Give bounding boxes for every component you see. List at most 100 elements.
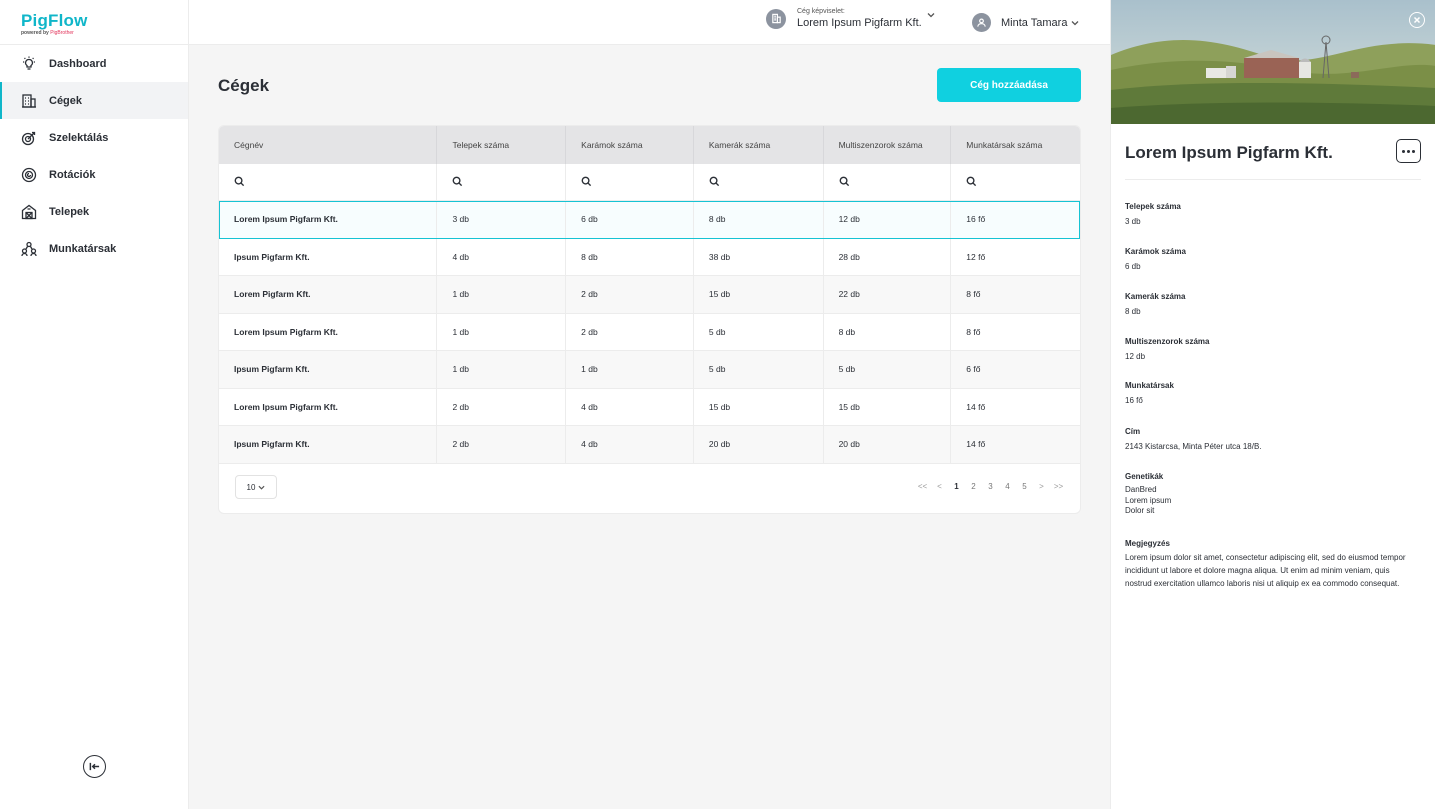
table-cell-munkatarsak: 8 fő [966, 326, 981, 337]
dot [1402, 149, 1405, 153]
page-size-select[interactable]: 10 [235, 475, 277, 499]
table-cell-cegnev: Ipsum Pigfarm Kft. [219, 351, 438, 388]
table-cell-karamok: 1 db [566, 351, 694, 388]
table-cell-munkatarsak: 6 fő [966, 364, 981, 375]
table-cell-telepek: 1 db [437, 313, 567, 350]
sidebar-item-label: Dashboard [49, 57, 107, 70]
column-header-multiszenzorok[interactable]: Multiszenzorok száma [824, 126, 952, 164]
sidebar-item-label: Munkatársak [49, 242, 117, 255]
company-selector-label: Cég képviselet: [797, 8, 845, 15]
field-kamerak: Kamerák száma 8 db [1125, 292, 1185, 317]
search-icon [234, 176, 245, 187]
table-body: Lorem Ipsum Pigfarm Kft. 3 db 6 db 8 db 12 d… [219, 201, 1080, 464]
chevron-down-icon [258, 485, 265, 490]
search-icon [453, 176, 463, 187]
add-company-button[interactable]: Cég hozzáadása [937, 68, 1081, 102]
sidebar-item-cegek[interactable]: Cégek [0, 82, 188, 119]
collapse-sidebar-button[interactable] [83, 755, 106, 778]
table-cell-kamerak: 38 db [694, 238, 824, 275]
companies-table: Cégnév Telepek száma Karámok száma Kamerák … [218, 125, 1081, 514]
table-row[interactable]: Ipsum Pigfarm Kft. 1 db 1 db 5 db 5 db 6 fő [219, 351, 1080, 389]
field-label: Genetikák [1125, 472, 1164, 481]
table-cell-munkatarsak: 16 fő [966, 214, 986, 225]
page-3-button[interactable]: 3 [988, 482, 993, 491]
sidebar-item-label: Telepek [49, 205, 90, 218]
table-cell-cegnev: Ipsum Pigfarm Kft. [219, 426, 438, 463]
sidebar-item-telepek[interactable]: Telepek [0, 193, 188, 230]
table-cell-kamerak: 8 db [694, 201, 824, 238]
chevron-down-icon [1071, 20, 1079, 25]
sidebar-item-munkatarsak[interactable]: Munkatársak [0, 230, 188, 267]
company-selector[interactable]: Cég képviselet: Lorem Ipsum Pigfarm Kft. [766, 8, 935, 29]
sidebar-item-label: Szelektálás [49, 131, 109, 144]
table-cell-karamok: 4 db [566, 388, 694, 425]
sidebar-item-rotaciok[interactable]: Rotációk [0, 156, 188, 193]
brand-tagline: powered by PigBrother [21, 30, 188, 36]
table-cell-cegnev: Lorem Ipsum Pigfarm Kft. [219, 388, 438, 425]
table-cell-multiszenzorok: 20 db [824, 426, 952, 463]
table-cell-cegnev: Lorem Ipsum Pigfarm Kft. [219, 313, 438, 350]
page-1-button[interactable]: 1 [954, 482, 959, 491]
table-cell-multiszenzorok: 8 db [824, 313, 952, 350]
column-header-telepek[interactable]: Telepek száma [437, 126, 567, 164]
table-cell-multiszenzorok: 5 db [824, 351, 952, 388]
table-row[interactable]: Ipsum Pigfarm Kft. 4 db 8 db 38 db 28 db 12 f… [219, 238, 1080, 276]
table-row[interactable]: Lorem Ipsum Pigfarm Kft. 2 db 4 db 15 db 15 … [219, 388, 1080, 426]
table-row[interactable]: Lorem Ipsum Pigfarm Kft. 3 db 6 db 8 db 12 d… [219, 201, 1080, 239]
table-filter-row [219, 163, 1080, 201]
table-cell-telepek: 1 db [437, 351, 567, 388]
column-header-karamok[interactable]: Karámok száma [566, 126, 694, 164]
page-size-value: 10 [246, 482, 256, 492]
more-options-button[interactable] [1396, 139, 1421, 163]
table-cell-karamok: 6 db [566, 201, 694, 238]
table-cell-telepek: 2 db [437, 388, 567, 425]
column-header-munkatarsak[interactable]: Munkatársak száma [966, 139, 1043, 150]
field-label: Telepek száma [1125, 202, 1181, 211]
dot [1412, 149, 1415, 153]
first-page-button[interactable]: << [917, 482, 928, 491]
table-cell-telepek: 1 db [437, 276, 567, 313]
column-header-cegnev[interactable]: Cégnév [219, 126, 438, 164]
field-karamok: Karámok száma 6 db [1125, 247, 1186, 272]
table-cell-kamerak: 15 db [694, 388, 824, 425]
column-header-kamerak[interactable]: Kamerák száma [694, 126, 824, 164]
next-page-button[interactable]: > [1039, 482, 1044, 491]
field-value: 16 fő [1125, 396, 1143, 405]
sidebar-item-dashboard[interactable]: Dashboard [0, 45, 188, 82]
genetika-item: Lorem ipsum [1125, 495, 1172, 505]
field-value: 6 db [1125, 262, 1141, 271]
column-filter-kamerak[interactable] [694, 163, 824, 200]
table-cell-kamerak: 20 db [694, 426, 824, 463]
field-label: Kamerák száma [1125, 292, 1186, 301]
field-label: Multiszenzorok száma [1125, 337, 1210, 346]
field-cim: Cím 2143 Kistarcsa, Minta Péter utca 18/… [1125, 427, 1262, 452]
column-filter-multiszenzorok[interactable] [824, 163, 952, 200]
sidebar-item-szelektalas[interactable]: Szelektálás [0, 119, 188, 156]
table-row[interactable]: Lorem Ipsum Pigfarm Kft. 1 db 2 db 5 db 8 db… [219, 313, 1080, 351]
page-title: Cégek [218, 76, 270, 95]
column-filter-cegnev[interactable] [219, 163, 438, 200]
column-filter-munkatarsak[interactable] [951, 164, 1080, 201]
field-value: 3 db [1125, 217, 1141, 226]
farm-landscape-image [1111, 0, 1435, 124]
user-menu[interactable]: Minta Tamara [972, 13, 1079, 32]
table-row[interactable]: Ipsum Pigfarm Kft. 2 db 4 db 20 db 20 db 14 f… [219, 426, 1080, 464]
table-cell-munkatarsak: 12 fő [966, 251, 986, 262]
sidebar: PigFlow powered by PigBrother Dashboard … [0, 0, 189, 809]
prev-page-button[interactable]: < [937, 482, 942, 491]
close-panel-button[interactable] [1409, 12, 1425, 28]
pagination: << < 1 2 3 4 5 > >> [914, 482, 1067, 491]
chevron-down-icon [927, 12, 935, 17]
people-icon [21, 241, 37, 256]
table-row[interactable]: Lorem Pigfarm Kft. 1 db 2 db 15 db 22 db 8 fő [219, 276, 1080, 314]
page-5-button[interactable]: 5 [1022, 482, 1027, 491]
column-filter-karamok[interactable] [566, 163, 694, 200]
page-2-button[interactable]: 2 [971, 482, 976, 491]
logo[interactable]: PigFlow powered by PigBrother [0, 0, 188, 45]
field-label: Cím [1125, 427, 1141, 436]
page-4-button[interactable]: 4 [1005, 482, 1010, 491]
target-icon [21, 131, 36, 145]
sidebar-item-label: Rotációk [49, 168, 96, 181]
last-page-button[interactable]: >> [1053, 482, 1064, 491]
column-filter-telepek[interactable] [437, 163, 567, 200]
